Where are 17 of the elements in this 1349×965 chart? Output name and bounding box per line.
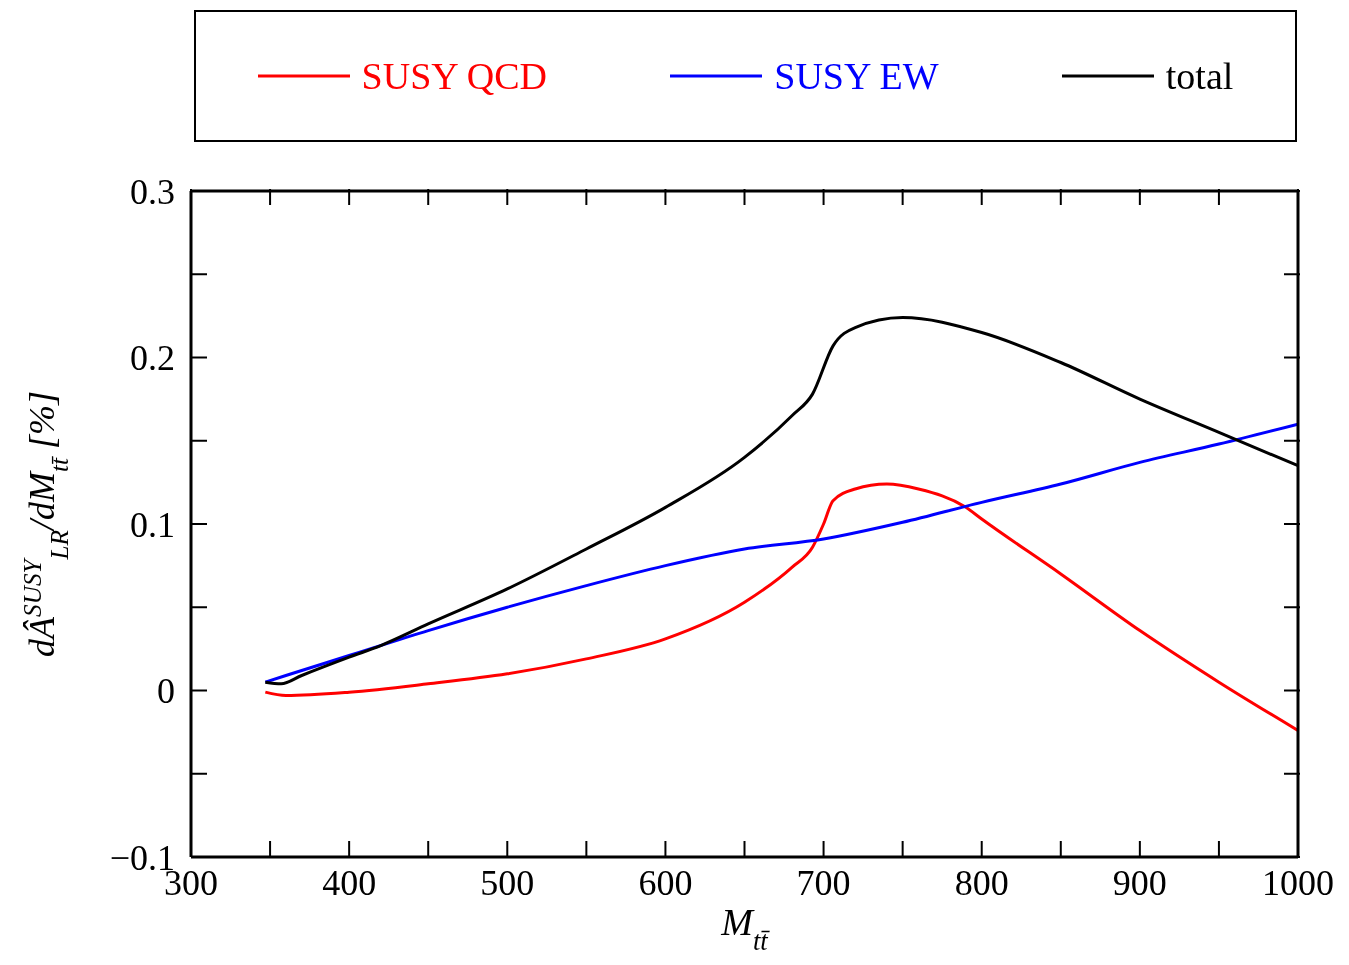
x-tick-label: 700 bbox=[796, 863, 851, 903]
x-tick-label: 600 bbox=[638, 863, 693, 903]
legend-label: total bbox=[1165, 54, 1234, 98]
legend-label: SUSY QCD bbox=[361, 54, 548, 98]
x-tick-label: 400 bbox=[322, 863, 377, 903]
y-tick-label: 0.1 bbox=[130, 504, 175, 545]
x-tick-label: 1000 bbox=[1262, 863, 1334, 903]
y-tick-label: 0 bbox=[157, 671, 175, 712]
y-tick-label: 0.3 bbox=[130, 171, 175, 212]
line-series bbox=[263, 422, 1298, 684]
x-tick-label: 500 bbox=[480, 863, 535, 903]
x-axis-title: M$_{tt̄}$ bbox=[720, 901, 771, 956]
x-tick-label: 900 bbox=[1112, 863, 1167, 903]
x-tick-label: 800 bbox=[954, 863, 1009, 903]
y-tick-label: 0.2 bbox=[130, 338, 175, 379]
line-series bbox=[263, 482, 1298, 732]
legend-label: SUSY EW bbox=[774, 54, 939, 98]
